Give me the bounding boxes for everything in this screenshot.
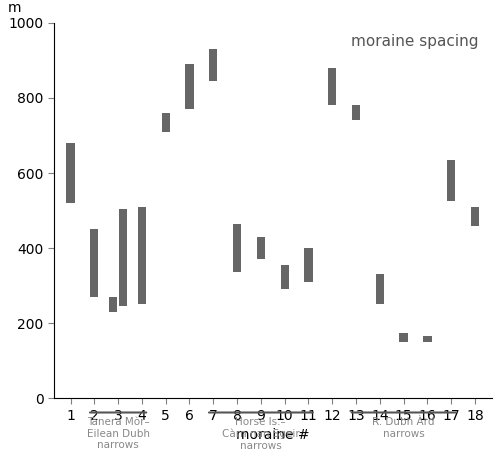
- Text: Horse Is.–
Càrn nan Sgeir
narrows: Horse Is.– Càrn nan Sgeir narrows: [222, 417, 300, 451]
- Bar: [119, 209, 128, 306]
- Text: R. Dubh Àrd
narrows: R. Dubh Àrd narrows: [372, 417, 435, 439]
- Bar: [66, 143, 74, 203]
- Bar: [471, 207, 479, 226]
- Bar: [424, 336, 432, 342]
- Bar: [376, 274, 384, 305]
- Bar: [352, 105, 360, 120]
- Bar: [162, 113, 170, 132]
- Bar: [186, 64, 194, 109]
- X-axis label: moraine #: moraine #: [236, 428, 310, 442]
- Bar: [280, 265, 289, 289]
- Text: moraine spacing: moraine spacing: [351, 34, 478, 49]
- Bar: [109, 297, 118, 312]
- Y-axis label: m: m: [8, 1, 21, 16]
- Bar: [328, 68, 336, 105]
- Bar: [138, 207, 146, 305]
- Bar: [209, 49, 218, 81]
- Bar: [447, 160, 456, 201]
- Bar: [233, 224, 241, 273]
- Bar: [256, 237, 265, 259]
- Text: Tanera Mòr–
Eilean Dubh
narrows: Tanera Mòr– Eilean Dubh narrows: [86, 417, 150, 450]
- Bar: [400, 333, 408, 342]
- Bar: [90, 229, 98, 297]
- Bar: [304, 248, 312, 282]
